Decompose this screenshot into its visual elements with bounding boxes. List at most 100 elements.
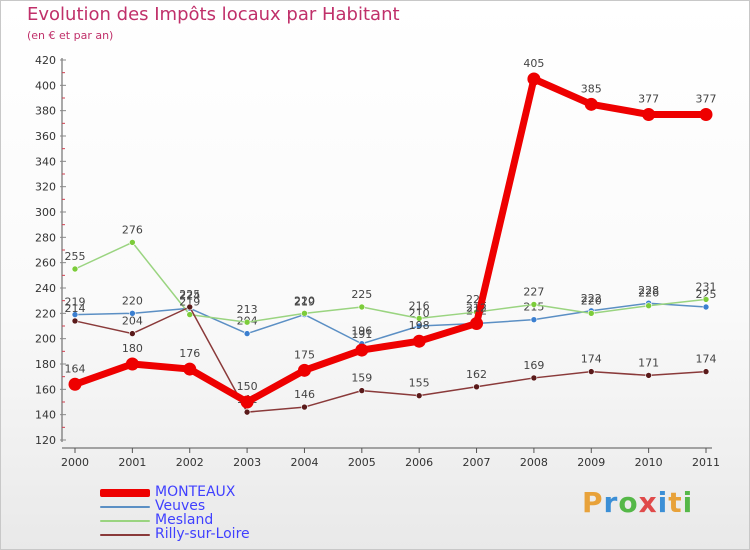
y-tick-label: 180 bbox=[35, 358, 56, 371]
data-label-monteaux: 405 bbox=[523, 57, 544, 70]
data-label-monteaux: 198 bbox=[409, 319, 430, 332]
data-label-veuves: 225 bbox=[696, 288, 717, 301]
data-label-veuves: 219 bbox=[294, 296, 315, 309]
data-label-veuves: 228 bbox=[638, 284, 659, 297]
logo-letter: x bbox=[638, 486, 658, 519]
data-point-mesland bbox=[702, 296, 710, 303]
data-label-veuves: 224 bbox=[179, 289, 200, 302]
data-point-mesland bbox=[186, 311, 194, 318]
chart-subtitle: (en € et par an) bbox=[27, 29, 114, 42]
proxiti-logo: Proxiti bbox=[582, 486, 693, 519]
legend: MONTEAUX Veuves Mesland Rilly-sur-Loire bbox=[100, 484, 360, 542]
legend-label-monteaux: MONTEAUX bbox=[155, 484, 236, 500]
data-label-mesland: 226 bbox=[638, 287, 659, 300]
data-point-mesland bbox=[415, 315, 423, 322]
data-label-rilly-sur-loire: 155 bbox=[409, 377, 430, 390]
y-tick-label: 260 bbox=[35, 257, 56, 270]
data-point-mesland bbox=[71, 265, 79, 273]
legend-swatch-rilly bbox=[100, 534, 150, 536]
data-label-veuves: 220 bbox=[122, 294, 143, 307]
data-label-veuves: 196 bbox=[351, 325, 372, 338]
y-tick-label: 300 bbox=[35, 206, 56, 219]
data-label-mesland: 213 bbox=[237, 303, 258, 316]
data-point-veuves bbox=[415, 322, 423, 330]
legend-swatch-veuves bbox=[100, 506, 150, 508]
data-point-rilly-sur-loire bbox=[186, 303, 194, 311]
legend-swatch-mesland bbox=[100, 520, 150, 522]
data-point-monteaux bbox=[125, 357, 139, 371]
data-label-rilly-sur-loire: 225 bbox=[179, 288, 200, 301]
x-tick-label: 2000 bbox=[61, 456, 89, 469]
y-tick-label: 380 bbox=[35, 105, 56, 118]
data-label-mesland: 220 bbox=[294, 294, 315, 307]
data-point-rilly-sur-loire bbox=[415, 392, 423, 399]
data-label-mesland: 276 bbox=[122, 223, 143, 236]
legend-swatch-monteaux bbox=[100, 489, 150, 497]
x-tick-label: 2003 bbox=[233, 456, 261, 469]
legend-item-mesland: Mesland bbox=[100, 512, 360, 528]
logo-letter: i bbox=[657, 486, 669, 519]
series-line-rilly-sur-loire bbox=[74, 306, 707, 413]
legend-label-rilly: Rilly-sur-Loire bbox=[155, 526, 250, 542]
legend-item-veuves: Veuves bbox=[100, 498, 360, 514]
x-tick-label: 2001 bbox=[118, 456, 146, 469]
data-label-monteaux: 212 bbox=[466, 301, 487, 314]
y-tick-label: 220 bbox=[35, 307, 56, 320]
y-tick-label: 160 bbox=[35, 383, 56, 396]
legend-label-veuves: Veuves bbox=[155, 498, 206, 514]
data-point-rilly-sur-loire bbox=[645, 372, 652, 379]
data-point-rilly-sur-loire bbox=[530, 374, 538, 382]
data-point-monteaux bbox=[183, 362, 197, 376]
data-point-veuves bbox=[702, 303, 710, 311]
legend-label-mesland: Mesland bbox=[155, 512, 214, 528]
y-tick-label: 200 bbox=[35, 333, 56, 346]
x-tick-label: 2002 bbox=[176, 456, 204, 469]
data-point-mesland bbox=[243, 318, 251, 326]
data-label-rilly-sur-loire: 146 bbox=[294, 388, 315, 401]
y-tick-label: 400 bbox=[35, 79, 56, 92]
data-point-rilly-sur-loire bbox=[71, 317, 79, 325]
data-label-monteaux: 385 bbox=[581, 82, 602, 95]
logo-letter: i bbox=[682, 486, 694, 519]
logo-letter: o bbox=[618, 486, 639, 519]
data-label-rilly-sur-loire: 214 bbox=[65, 302, 86, 315]
logo-letter: t bbox=[668, 486, 683, 519]
data-point-mesland bbox=[129, 239, 136, 246]
data-point-rilly-sur-loire bbox=[129, 330, 136, 337]
data-point-monteaux bbox=[297, 363, 311, 377]
logo-letter: P bbox=[582, 486, 604, 519]
data-point-veuves bbox=[530, 316, 538, 323]
data-label-mesland: 231 bbox=[696, 280, 717, 293]
data-label-mesland: 227 bbox=[523, 285, 544, 298]
data-label-rilly-sur-loire: 174 bbox=[581, 353, 602, 366]
data-point-monteaux bbox=[470, 316, 484, 330]
data-label-rilly-sur-loire: 171 bbox=[638, 356, 659, 369]
data-label-mesland: 255 bbox=[65, 250, 86, 263]
series-line-veuves bbox=[74, 302, 707, 345]
data-label-rilly-sur-loire: 169 bbox=[523, 359, 544, 372]
data-label-veuves: 222 bbox=[581, 292, 602, 305]
y-tick-label: 120 bbox=[35, 434, 56, 447]
data-label-monteaux: 180 bbox=[122, 342, 143, 355]
data-label-mesland: 225 bbox=[351, 288, 372, 301]
data-label-rilly-sur-loire: 162 bbox=[466, 368, 487, 381]
data-label-rilly-sur-loire: 159 bbox=[351, 372, 372, 385]
y-tick-label: 280 bbox=[35, 231, 56, 244]
data-label-rilly-sur-loire: 174 bbox=[696, 353, 717, 366]
x-tick-label: 2011 bbox=[692, 456, 720, 469]
data-point-rilly-sur-loire bbox=[358, 387, 366, 394]
x-tick-label: 2004 bbox=[290, 456, 318, 469]
data-label-mesland: 219 bbox=[179, 296, 200, 309]
data-point-veuves bbox=[129, 310, 136, 317]
data-label-rilly-sur-loire: 204 bbox=[122, 315, 143, 328]
y-tick-label: 240 bbox=[35, 282, 56, 295]
series-line-monteaux bbox=[71, 75, 710, 406]
x-tick-label: 2008 bbox=[520, 456, 548, 469]
data-point-monteaux bbox=[527, 72, 541, 86]
y-tick-label: 360 bbox=[35, 130, 56, 143]
data-point-monteaux bbox=[642, 107, 656, 121]
x-tick-label: 2010 bbox=[635, 456, 663, 469]
data-label-mesland: 220 bbox=[581, 294, 602, 307]
data-point-rilly-sur-loire bbox=[473, 383, 480, 391]
